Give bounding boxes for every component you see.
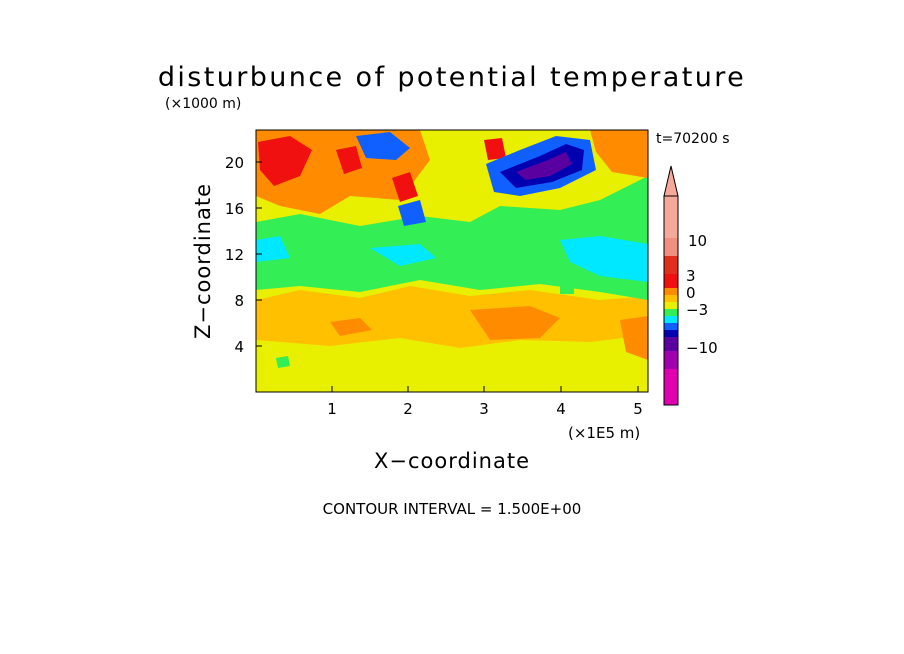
chart-title: disturbunce of potential temperature bbox=[158, 62, 746, 93]
cyan-patches bbox=[256, 236, 648, 282]
colorbar-swatch bbox=[664, 295, 678, 302]
y-tick-label: 8 bbox=[234, 292, 244, 310]
x-tick-label: 3 bbox=[479, 400, 489, 418]
y-axis-label: Z−coordinate bbox=[191, 183, 215, 339]
colorbar-tick-label: −10 bbox=[686, 339, 718, 357]
colorbar-swatch bbox=[664, 256, 678, 274]
colorbar-swatch bbox=[664, 323, 678, 330]
colorbar-swatch bbox=[664, 274, 678, 288]
colorbar-tick-label: 0 bbox=[686, 284, 696, 302]
colorbar-swatch bbox=[664, 351, 678, 369]
y-tick-label: 16 bbox=[225, 200, 244, 218]
purple-core bbox=[516, 152, 572, 180]
chart-subtitle: (×1000 m) bbox=[165, 96, 241, 112]
y-tick-label: 4 bbox=[234, 338, 244, 356]
y-tick-label: 12 bbox=[225, 246, 244, 264]
colorbar-swatch bbox=[664, 302, 678, 309]
colorbar-swatch bbox=[664, 337, 678, 351]
blue-region bbox=[356, 132, 596, 226]
colorbar-frame bbox=[663, 195, 679, 406]
x-tick-label: 2 bbox=[403, 400, 413, 418]
colorbar-tick-label: 10 bbox=[688, 232, 707, 250]
colorbar-swatch bbox=[664, 288, 678, 295]
colorbar-swatch bbox=[664, 369, 678, 405]
y-tick-label: 20 bbox=[225, 154, 244, 172]
y-ticks: 4 8 12 16 20 bbox=[225, 154, 262, 356]
x-tick-label: 5 bbox=[633, 400, 643, 418]
x-tick-label: 4 bbox=[556, 400, 566, 418]
orange-patches bbox=[330, 306, 648, 360]
colorbar-swatch bbox=[664, 316, 678, 323]
colorbar-tick-label: 3 bbox=[686, 267, 696, 285]
colorbar-swatch bbox=[664, 309, 678, 316]
colorbar-swatch bbox=[664, 238, 678, 256]
plot-frame bbox=[255, 129, 649, 393]
time-label: t=70200 s bbox=[656, 131, 730, 147]
colorbar-arrow bbox=[663, 165, 679, 197]
x-tick-label: 1 bbox=[327, 400, 337, 418]
heatmap-plot bbox=[256, 130, 648, 392]
x-axis-label: X−coordinate bbox=[374, 449, 530, 473]
colorbar-tick-label: −3 bbox=[686, 301, 708, 319]
colorbar-swatch bbox=[664, 196, 678, 238]
upper-red bbox=[258, 136, 506, 202]
colorbar-swatch bbox=[664, 330, 678, 337]
colorbar bbox=[663, 165, 679, 406]
x-unit-label: (×1E5 m) bbox=[568, 424, 640, 442]
contour-interval-note: CONTOUR INTERVAL = 1.500E+00 bbox=[323, 500, 582, 518]
x-ticks: 1 2 3 4 5 bbox=[327, 386, 643, 418]
